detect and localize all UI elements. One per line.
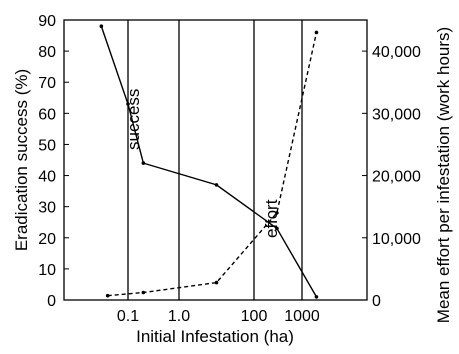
left-tick-label: 30 bbox=[38, 200, 56, 217]
success-point bbox=[275, 226, 279, 231]
left-tick-label: 50 bbox=[38, 137, 56, 154]
success-point bbox=[99, 24, 104, 29]
left-ticks: 0 10 20 30 40 50 60 70 80 90 bbox=[38, 13, 69, 310]
success-point bbox=[126, 102, 130, 106]
left-tick-label: 90 bbox=[38, 13, 56, 30]
left-tick-label: 70 bbox=[38, 75, 56, 92]
effort-point bbox=[314, 30, 319, 35]
success-point bbox=[214, 183, 219, 187]
left-tick-label: 40 bbox=[38, 169, 56, 186]
x-axis-label: Initial Infestation (ha) bbox=[136, 327, 294, 346]
left-tick-label: 20 bbox=[38, 231, 56, 248]
x-ticks: 0.1 1.0 100 1000 bbox=[117, 308, 320, 325]
right-ticks: 0 10,000 20,000 30,000 40,000 bbox=[362, 44, 421, 310]
x-tick-label: 0.1 bbox=[117, 308, 139, 325]
effort-series-line bbox=[107, 32, 318, 297]
plot-frame bbox=[63, 19, 368, 301]
gridlines bbox=[127, 20, 303, 300]
success-annotation: success bbox=[124, 89, 143, 150]
effort-point bbox=[141, 290, 146, 295]
x-tick-label: 1000 bbox=[284, 308, 320, 325]
success-point bbox=[314, 295, 319, 299]
right-tick-label: 20,000 bbox=[372, 169, 421, 186]
right-tick-label: 40,000 bbox=[372, 44, 421, 61]
success-point bbox=[141, 161, 146, 165]
right-y-axis-label: Mean effort per infestation (work hours) bbox=[434, 27, 453, 323]
effort-point bbox=[105, 293, 110, 298]
left-y-axis-label: Eradication success (%) bbox=[12, 69, 31, 251]
right-tick-label: 0 bbox=[372, 293, 381, 310]
x-tick-label: 100 bbox=[241, 308, 268, 325]
success-series-line bbox=[100, 25, 318, 298]
right-tick-label: 10,000 bbox=[372, 231, 421, 248]
x-tick-label: 1.0 bbox=[168, 308, 190, 325]
left-tick-label: 60 bbox=[38, 106, 56, 123]
series-lines bbox=[100, 25, 318, 298]
right-tick-label: 30,000 bbox=[372, 106, 421, 123]
left-tick-label: 0 bbox=[47, 293, 56, 310]
series-markers bbox=[99, 24, 319, 299]
left-tick-label: 10 bbox=[38, 262, 56, 279]
effort-point bbox=[214, 280, 219, 285]
left-tick-label: 80 bbox=[38, 44, 56, 61]
effort-annotation: effort bbox=[262, 199, 281, 238]
effort-point bbox=[275, 211, 279, 215]
